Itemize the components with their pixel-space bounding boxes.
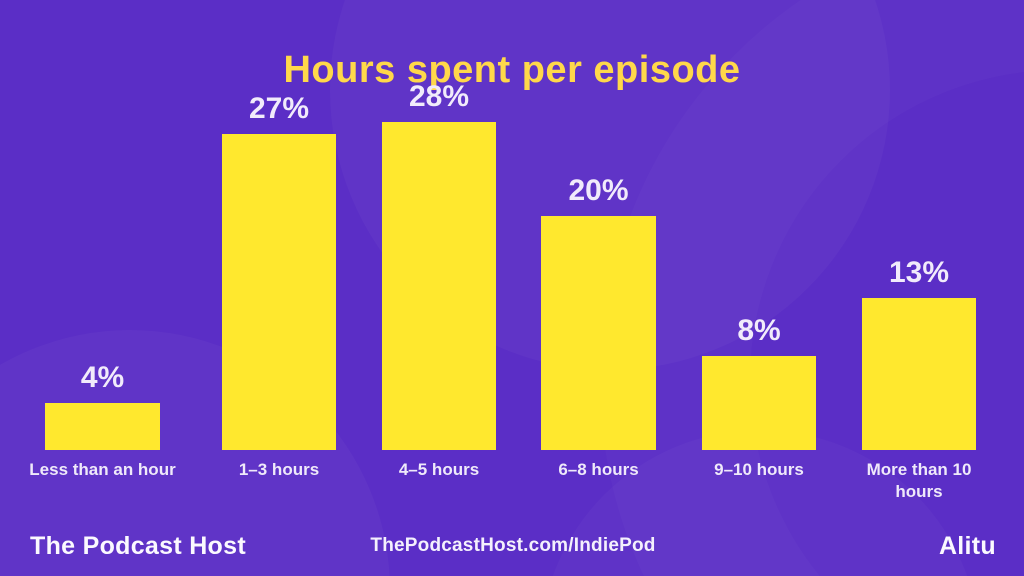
- bar-value-label: 13%: [888, 256, 950, 289]
- bar: [541, 216, 656, 450]
- bar: [862, 298, 976, 450]
- podcast-host-logo: The Podcast Host: [30, 531, 246, 560]
- bar-value-label: 8%: [737, 314, 781, 347]
- bar-value-label: 28%: [408, 80, 470, 113]
- bar-group: 20%: [541, 0, 656, 450]
- footer-url: ThePodcastHost.com/IndiePod: [370, 535, 656, 556]
- bar-value-label: 4%: [80, 361, 125, 394]
- bar-category-label: 1–3 hours: [238, 460, 320, 479]
- bar-group: 8%: [702, 0, 816, 450]
- alitu-logo: Alitu: [938, 531, 996, 560]
- bar-group: 13%: [862, 0, 976, 450]
- bar-group: 4%: [45, 0, 160, 450]
- chart-title: Hours spent per episode: [283, 49, 741, 92]
- bar: [702, 356, 816, 450]
- footer: The Podcast Host ThePodcastHost.com/Indi…: [30, 530, 996, 562]
- bar-category-label: Less than an hour: [29, 460, 176, 479]
- bar-category-label: 4–5 hours: [398, 460, 480, 479]
- bar-category-label: 6–8 hours: [558, 460, 639, 479]
- bar-category-label: 9–10 hours: [714, 460, 804, 479]
- bar-group: 28%: [382, 0, 496, 450]
- bar: [382, 122, 496, 450]
- bar-value-label: 20%: [568, 174, 629, 207]
- bar-group: 27%: [222, 0, 336, 450]
- bars-layer: 4% 27% 28% 20% 8% 13%: [45, 0, 976, 450]
- bar-value-label: 27%: [248, 92, 310, 125]
- bar: [222, 134, 336, 450]
- bar: [45, 403, 160, 450]
- bar-category-label: More than 10 hours: [866, 460, 972, 502]
